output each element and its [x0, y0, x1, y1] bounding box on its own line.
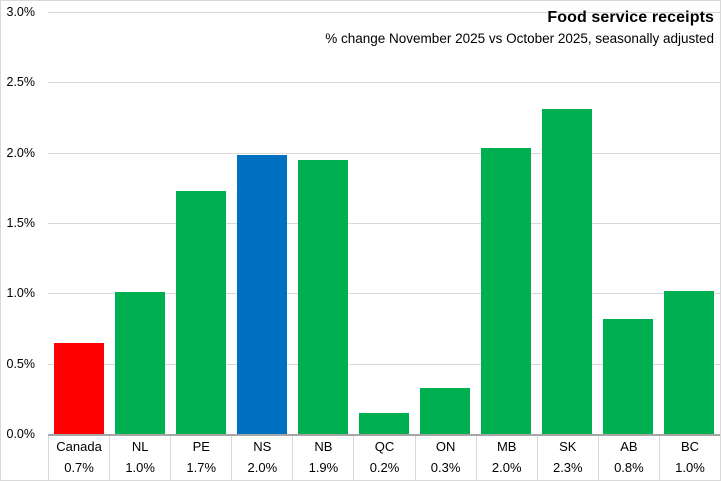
category-label: NS: [253, 439, 272, 454]
value-label: 0.8%: [614, 460, 644, 475]
x-cell-ns: NS 2.0%: [232, 436, 294, 480]
value-label: 2.0%: [491, 460, 522, 475]
bar-mb: [481, 148, 532, 434]
x-cell-sk: SK 2.3%: [538, 436, 599, 480]
gridline: [48, 223, 720, 224]
bar-canada: [53, 342, 104, 434]
category-label: SK: [559, 439, 577, 454]
x-cell-canada: Canada 0.7%: [49, 436, 111, 480]
category-label: AB: [620, 439, 638, 454]
chart-header: Food service receipts % change November …: [325, 8, 714, 47]
y-tick-label: 1.0%: [6, 286, 36, 301]
category-label: NB: [314, 439, 333, 454]
value-label: 1.7%: [186, 460, 217, 475]
x-cell-ab: AB 0.8%: [599, 436, 660, 480]
gridline: [48, 293, 720, 294]
bar-pe: [175, 190, 226, 434]
chart-subtitle: % change November 2025 vs October 2025, …: [325, 31, 714, 46]
category-label: BC: [680, 439, 700, 454]
value-label: 1.9%: [308, 460, 339, 475]
y-tick-label: 2.0%: [6, 145, 36, 160]
y-tick-label: 1.5%: [6, 216, 36, 230]
value-label: 0.7%: [64, 460, 94, 475]
x-cell-nb: NB 1.9%: [293, 436, 355, 480]
y-tick-label: 2.5%: [6, 75, 36, 90]
value-label: 2.3%: [552, 460, 583, 475]
value-label: 2.0%: [247, 460, 278, 475]
x-cell-mb: MB 2.0%: [477, 436, 538, 480]
value-label: 1.0%: [125, 460, 155, 475]
y-tick-label: 0.0%: [6, 427, 36, 441]
gridline: [48, 153, 720, 154]
x-cell-on: ON 0.3%: [416, 436, 477, 480]
gridline: [48, 12, 720, 13]
category-label: ON: [435, 439, 456, 454]
bar-ns: [236, 155, 287, 434]
category-label: Canada: [56, 439, 102, 454]
x-cell-qc: QC 0.2%: [354, 436, 416, 480]
bar-ab: [603, 318, 654, 434]
category-label: PE: [192, 439, 210, 454]
x-cell-bc: BC 1.0%: [660, 436, 720, 480]
y-tick-label: 3.0%: [6, 5, 36, 19]
x-axis-table: Canada 0.7% NL 1.0% PE 1.7% NS 2.0% NB 1.9% QC 0.2%…: [48, 436, 720, 480]
bar-sk: [542, 109, 593, 434]
bar-nl: [114, 291, 165, 434]
gridline: [48, 82, 720, 83]
gridline: [48, 364, 720, 365]
value-label: 1.0%: [675, 460, 705, 475]
y-axis: 0.0% 0.5% 1.0% 1.5% 2.0% 2.5% 3.0%: [1, 5, 41, 441]
category-label: NL: [131, 439, 149, 454]
category-label: QC: [374, 439, 395, 454]
x-cell-pe: PE 1.7%: [171, 436, 233, 480]
bar-bc: [664, 290, 715, 434]
x-cell-nl: NL 1.0%: [110, 436, 172, 480]
plot-area: [48, 12, 720, 436]
value-label: 0.2%: [369, 460, 400, 475]
bar-qc: [359, 412, 409, 434]
chart-title: Food service receipts: [547, 9, 714, 26]
y-tick-label: 0.5%: [6, 356, 36, 371]
value-label: 0.3%: [430, 460, 461, 475]
category-label: MB: [496, 439, 517, 454]
bar-on: [420, 387, 471, 434]
bar-nb: [297, 159, 348, 434]
